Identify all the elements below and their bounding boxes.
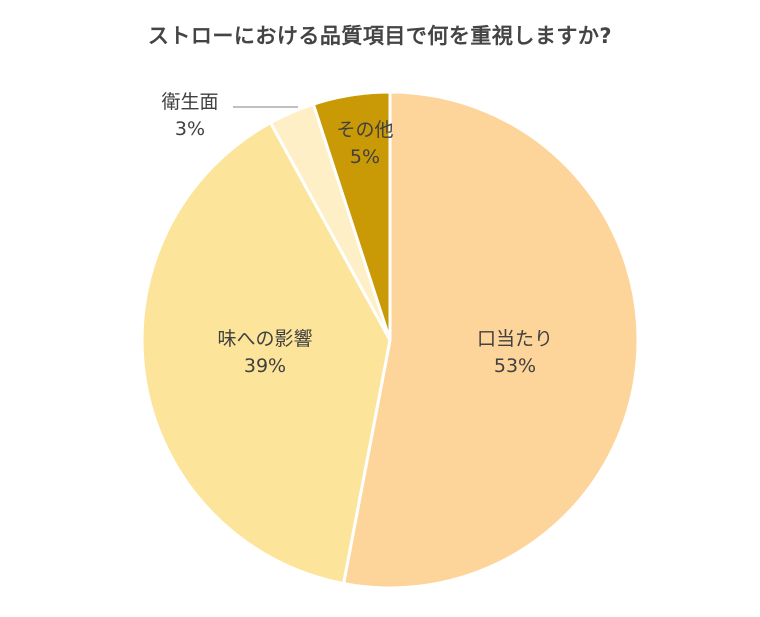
label-kuchiatari: 口当たり 53%	[455, 326, 575, 380]
slice-kuchiatari	[341, 90, 640, 590]
label-eisei: 衛生面 3%	[150, 89, 230, 143]
label-aji-name: 味への影響	[217, 328, 313, 350]
label-aji-pct: 39%	[243, 355, 287, 377]
chart-title: ストローにおける品質項目で何を重視しますか?	[147, 24, 613, 48]
label-kuchiatari-pct: 53%	[493, 355, 537, 377]
slice-sonota	[311, 90, 392, 341]
label-aji: 味への影響 39%	[185, 326, 345, 380]
label-sonota-name: その他	[336, 119, 394, 141]
label-sonota-pct: 5%	[349, 146, 381, 168]
label-eisei-name: 衛生面	[161, 91, 219, 113]
label-sonota: その他 5%	[320, 117, 410, 171]
label-kuchiatari-name: 口当たり	[476, 328, 553, 350]
slice-aji	[140, 120, 392, 586]
label-eisei-pct: 3%	[174, 118, 206, 140]
